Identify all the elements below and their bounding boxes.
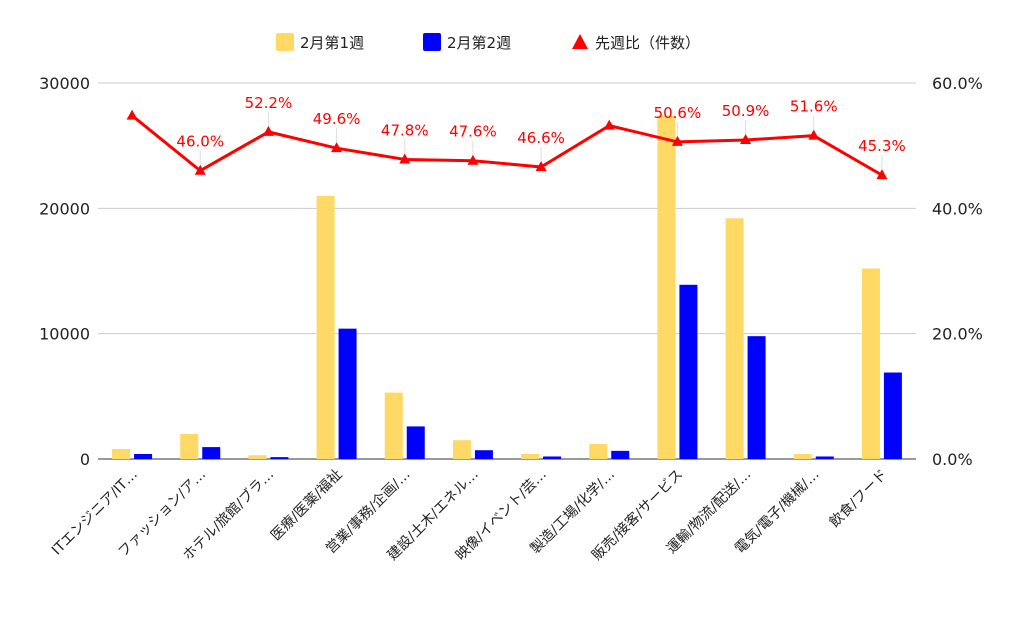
bar-week1 bbox=[725, 218, 744, 459]
ratio-data-label: 50.6% bbox=[654, 104, 702, 122]
bar-week2 bbox=[202, 447, 221, 459]
bar-week1 bbox=[316, 195, 335, 460]
ratio-data-label: 52.2% bbox=[245, 94, 293, 112]
bar-week1 bbox=[384, 392, 403, 459]
ratio-data-label: 46.0% bbox=[176, 133, 224, 151]
bar-week1 bbox=[112, 448, 131, 459]
ratio-marker bbox=[194, 164, 206, 175]
bar-week2 bbox=[883, 372, 902, 459]
ratio-data-label: 47.6% bbox=[449, 123, 497, 141]
category-label: 医療/医薬/福祉 bbox=[267, 466, 345, 544]
ratio-data-label: 46.6% bbox=[517, 129, 565, 147]
ratio-marker bbox=[740, 134, 752, 145]
bar-week1 bbox=[657, 115, 676, 459]
right-axis-ticks: 0.0% 20.0% 40.0% 60.0% bbox=[932, 74, 983, 469]
ratio-data-label: 45.3% bbox=[858, 137, 906, 155]
legend: 2月第1週 2月第2週 先週比（件数） bbox=[276, 33, 700, 52]
bar-week1 bbox=[180, 433, 199, 459]
right-tick-label: 40.0% bbox=[932, 199, 983, 218]
bar-week1 bbox=[521, 453, 540, 459]
legend-label: 先週比（件数） bbox=[595, 34, 700, 52]
left-tick-label: 20000 bbox=[39, 199, 90, 218]
right-tick-label: 0.0% bbox=[932, 450, 973, 469]
right-tick-label: 20.0% bbox=[932, 325, 983, 344]
legend-marker bbox=[572, 34, 588, 49]
left-axis-ticks: 0 10000 20000 30000 bbox=[39, 74, 90, 469]
bar-week1 bbox=[452, 440, 471, 459]
ratio-data-label: 50.9% bbox=[722, 102, 770, 120]
ratio-data-label: 51.6% bbox=[790, 98, 838, 116]
ratio-line-series: 46.0% 52.2% 49.6% 47.8% 47.6% 46.6% 50.6% 50.9%… bbox=[126, 94, 906, 180]
category-label: 飲食/フード bbox=[826, 466, 891, 531]
legend-label: 2月第1週 bbox=[300, 34, 364, 52]
ratio-data-label: 47.8% bbox=[381, 121, 429, 139]
ratio-marker bbox=[399, 153, 411, 164]
bar-week2 bbox=[747, 336, 766, 459]
ratio-marker bbox=[603, 119, 615, 130]
bar-week2 bbox=[543, 456, 562, 459]
bar-week1 bbox=[861, 268, 880, 459]
legend-swatch bbox=[423, 33, 441, 51]
ratio-marker bbox=[671, 135, 683, 146]
ratio-marker bbox=[262, 125, 274, 136]
bar-week2 bbox=[679, 284, 698, 459]
legend-swatch bbox=[276, 33, 294, 51]
left-tick-label: 30000 bbox=[39, 74, 90, 93]
ratio-line bbox=[131, 114, 883, 177]
ratio-marker bbox=[808, 129, 820, 140]
ratio-marker bbox=[876, 169, 888, 180]
ratio-marker bbox=[126, 109, 138, 120]
bar-week2 bbox=[815, 456, 834, 459]
ratio-marker bbox=[535, 160, 547, 171]
right-tick-label: 60.0% bbox=[932, 74, 983, 93]
bar-week1 bbox=[589, 443, 608, 459]
left-tick-label: 10000 bbox=[39, 325, 90, 344]
bar-week2 bbox=[134, 453, 153, 459]
bar-week1 bbox=[248, 455, 267, 459]
bar-week2 bbox=[270, 457, 289, 459]
ratio-marker bbox=[467, 154, 479, 165]
ratio-data-label: 49.6% bbox=[313, 110, 361, 128]
bar-week1 bbox=[793, 453, 812, 459]
left-tick-label: 0 bbox=[80, 450, 90, 469]
gridlines bbox=[98, 82, 916, 460]
bar-week2 bbox=[474, 450, 493, 459]
bars bbox=[112, 115, 902, 460]
category-labels: ITエンジニア/IT…ファッション/ア…ホテル/旅館/ブラ…医療/医薬/福祉営業… bbox=[49, 466, 891, 564]
bar-week2 bbox=[338, 328, 357, 459]
ratio-marker bbox=[331, 142, 343, 153]
legend-label: 2月第2週 bbox=[447, 34, 511, 52]
bar-week2 bbox=[406, 426, 425, 459]
bar-week2 bbox=[611, 450, 630, 459]
